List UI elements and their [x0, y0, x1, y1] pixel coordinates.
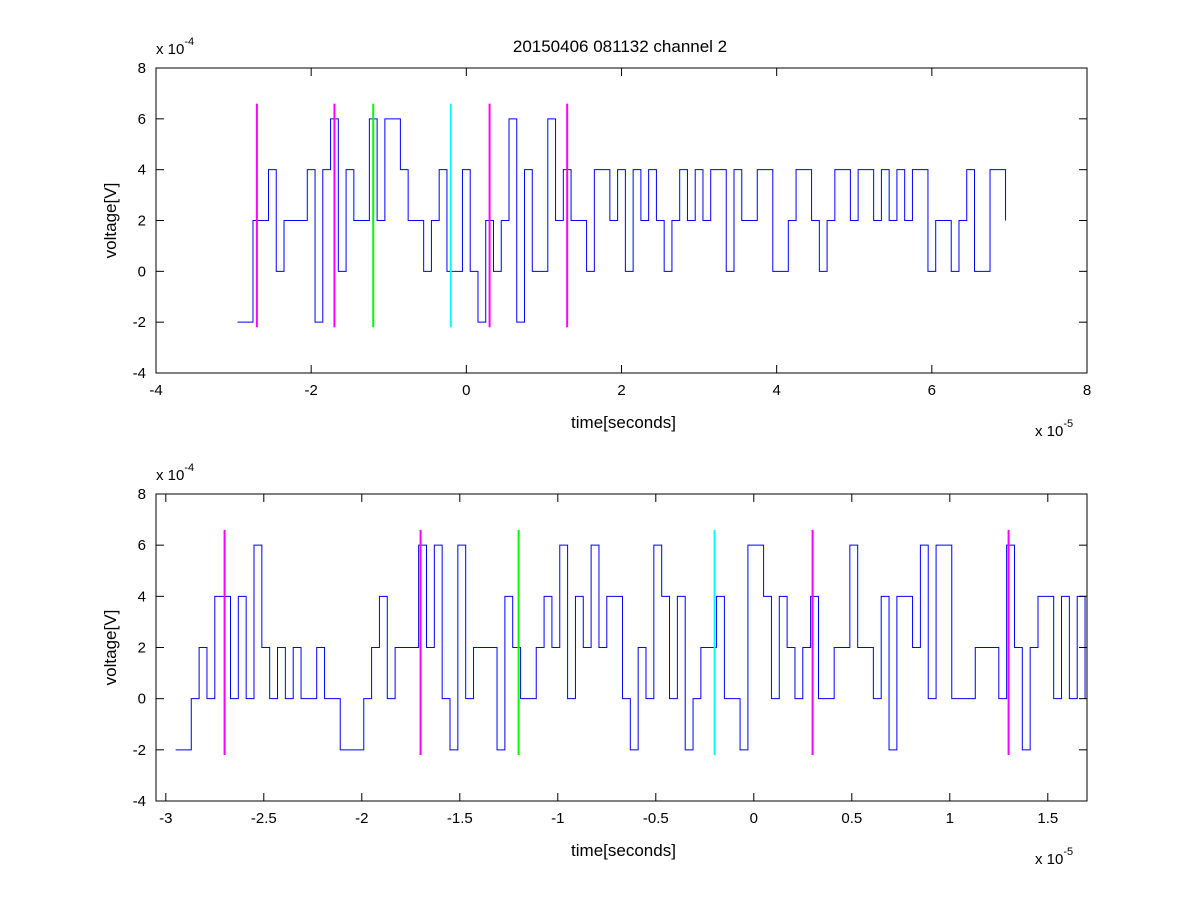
y-tick-label: 6 — [138, 111, 146, 128]
x-tick-label: -0.5 — [643, 810, 669, 827]
x-tick-label: -2 — [304, 382, 317, 399]
y-exponent-label: x 10-4 — [156, 36, 194, 58]
y-tick-label: -2 — [133, 314, 146, 331]
x-axis-label: time[seconds] — [571, 841, 676, 860]
x-tick-label: 1 — [946, 810, 954, 827]
x-tick-label: 0.5 — [841, 810, 862, 827]
figure-title: 20150406 081132 channel 2 — [513, 37, 727, 56]
x-tick-label: 4 — [772, 382, 780, 399]
x-tick-label: 8 — [1083, 382, 1091, 399]
y-tick-label: 2 — [138, 213, 146, 230]
x-tick-label: 1.5 — [1037, 810, 1058, 827]
y-exponent-label: x 10-4 — [156, 462, 194, 484]
y-tick-label: -2 — [133, 742, 146, 759]
x-tick-label: -1 — [551, 810, 564, 827]
x-tick-label: -3 — [159, 810, 172, 827]
x-exponent-label: x 10-5 — [1035, 846, 1073, 868]
y-tick-label: 6 — [138, 537, 146, 554]
y-tick-label: -4 — [133, 793, 146, 810]
y-exponent-power: -4 — [184, 462, 194, 474]
y-tick-label: 0 — [138, 691, 146, 708]
x-tick-label: 6 — [928, 382, 936, 399]
x-tick-label: 0 — [750, 810, 758, 827]
y-tick-label: -4 — [133, 365, 146, 382]
y-tick-label: 2 — [138, 640, 146, 657]
x-exponent-power: -5 — [1063, 418, 1073, 430]
x-exponent-power: -5 — [1063, 846, 1073, 858]
y-exponent-power: -4 — [184, 36, 194, 48]
x-tick-label: 2 — [617, 382, 625, 399]
y-tick-label: 4 — [138, 588, 146, 605]
signal-trace — [237, 118, 1007, 323]
bottom-plot: -3 -2.5 -2 -1.5 -1 -0.5 0 0.5 1 1.5 -4 -2 0 2 4 6 8 time[… — [101, 462, 1088, 868]
y-tick-label: 8 — [138, 60, 146, 77]
y-axis-label: voltage[V] — [101, 610, 120, 686]
signal-trace — [175, 544, 1086, 751]
top-plot: -4 -2 0 2 4 6 8 -4 -2 0 2 4 6 8 time[seconds] voltage[V… — [101, 36, 1091, 440]
x-tick-label: -2.5 — [251, 810, 277, 827]
y-tick-label: 4 — [138, 162, 146, 179]
x-exponent-label: x 10-5 — [1035, 418, 1073, 440]
y-axis-label: voltage[V] — [101, 183, 120, 259]
x-tick-label: -2 — [355, 810, 368, 827]
x-tick-label: 0 — [462, 382, 470, 399]
x-tick-label: -4 — [149, 382, 162, 399]
x-tick-label: -1.5 — [447, 810, 473, 827]
y-tick-label: 0 — [138, 263, 146, 280]
x-axis-label: time[seconds] — [571, 413, 676, 432]
y-tick-label: 8 — [138, 486, 146, 503]
